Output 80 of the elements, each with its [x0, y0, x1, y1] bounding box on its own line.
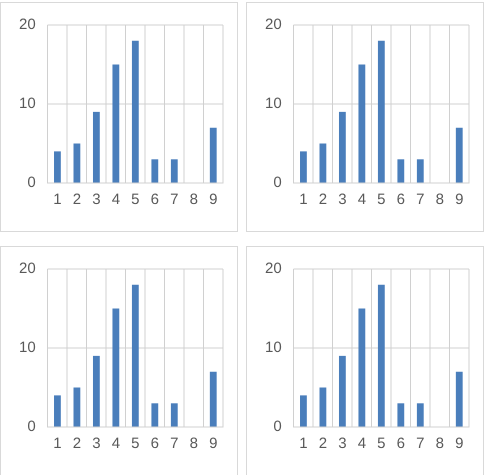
bar [319, 388, 326, 426]
x-tick-label: 1 [53, 191, 62, 208]
bar [132, 40, 139, 182]
bar [210, 128, 217, 182]
x-tick-label: 2 [318, 435, 328, 452]
x-tick-label: 4 [358, 435, 366, 452]
y-tick-label: 20 [264, 16, 282, 34]
x-tick-label: 6 [396, 191, 405, 208]
x-tick-label: 9 [209, 191, 218, 208]
x-tick-label: 9 [209, 435, 218, 452]
y-tick-label: 10 [264, 339, 282, 356]
bar [319, 144, 326, 182]
x-tick-label: 3 [92, 435, 101, 452]
bar [378, 40, 385, 182]
bar [73, 388, 80, 426]
x-tick-label: 6 [150, 191, 159, 208]
x-tick-label: 3 [92, 191, 101, 208]
bar [73, 144, 80, 182]
y-tick-label: 20 [264, 260, 282, 278]
bar [54, 395, 61, 426]
bar [416, 159, 424, 182]
bar [338, 112, 346, 182]
bar [456, 128, 463, 182]
bar [397, 403, 404, 426]
bar [151, 403, 158, 426]
bar [112, 308, 120, 426]
bar [170, 403, 178, 426]
bar [416, 403, 424, 426]
y-tick-label: 0 [273, 418, 282, 436]
bar [210, 372, 217, 426]
bar [151, 159, 158, 182]
x-tick-label: 5 [131, 435, 140, 452]
x-tick-label: 1 [53, 435, 62, 452]
x-tick-label: 3 [338, 435, 347, 452]
y-tick-label: 20 [18, 16, 36, 34]
x-tick-label: 2 [72, 435, 82, 452]
bar [338, 356, 346, 426]
x-tick-label: 9 [455, 435, 464, 452]
x-tick-label: 7 [170, 191, 178, 208]
y-tick-label: 10 [18, 339, 36, 356]
x-tick-label: 5 [131, 191, 140, 208]
bar [92, 356, 100, 426]
bar [456, 372, 463, 426]
x-tick-label: 1 [299, 435, 308, 452]
bar [300, 395, 307, 426]
bar [358, 308, 366, 426]
x-tick-label: 8 [190, 435, 198, 452]
bar [170, 159, 178, 182]
x-tick-label: 4 [112, 435, 120, 452]
y-tick-label: 20 [18, 260, 36, 278]
x-tick-label: 1 [299, 191, 308, 208]
x-tick-label: 6 [396, 435, 405, 452]
x-tick-label: 8 [190, 191, 198, 208]
x-tick-label: 2 [318, 191, 328, 208]
y-tick-label: 0 [27, 174, 36, 192]
bar [378, 284, 385, 426]
x-tick-label: 3 [338, 191, 347, 208]
x-tick-label: 8 [436, 435, 444, 452]
x-tick-label: 7 [170, 435, 178, 452]
y-tick-label: 0 [27, 418, 36, 436]
x-tick-label: 7 [416, 435, 424, 452]
bar [132, 284, 139, 426]
bar [112, 64, 120, 182]
y-tick-label: 10 [18, 95, 36, 112]
bar [358, 64, 366, 182]
x-tick-label: 6 [150, 435, 159, 452]
y-tick-label: 10 [264, 95, 282, 112]
x-tick-label: 4 [112, 191, 120, 208]
bar [397, 159, 404, 182]
x-tick-label: 5 [377, 191, 386, 208]
x-tick-label: 7 [416, 191, 424, 208]
x-tick-label: 8 [436, 191, 444, 208]
y-tick-label: 0 [273, 174, 282, 192]
bar [300, 151, 307, 182]
x-tick-label: 4 [358, 191, 366, 208]
x-tick-label: 2 [72, 191, 82, 208]
x-tick-label: 9 [455, 191, 464, 208]
x-tick-label: 5 [377, 435, 386, 452]
bar [92, 112, 100, 182]
bar [54, 151, 61, 182]
